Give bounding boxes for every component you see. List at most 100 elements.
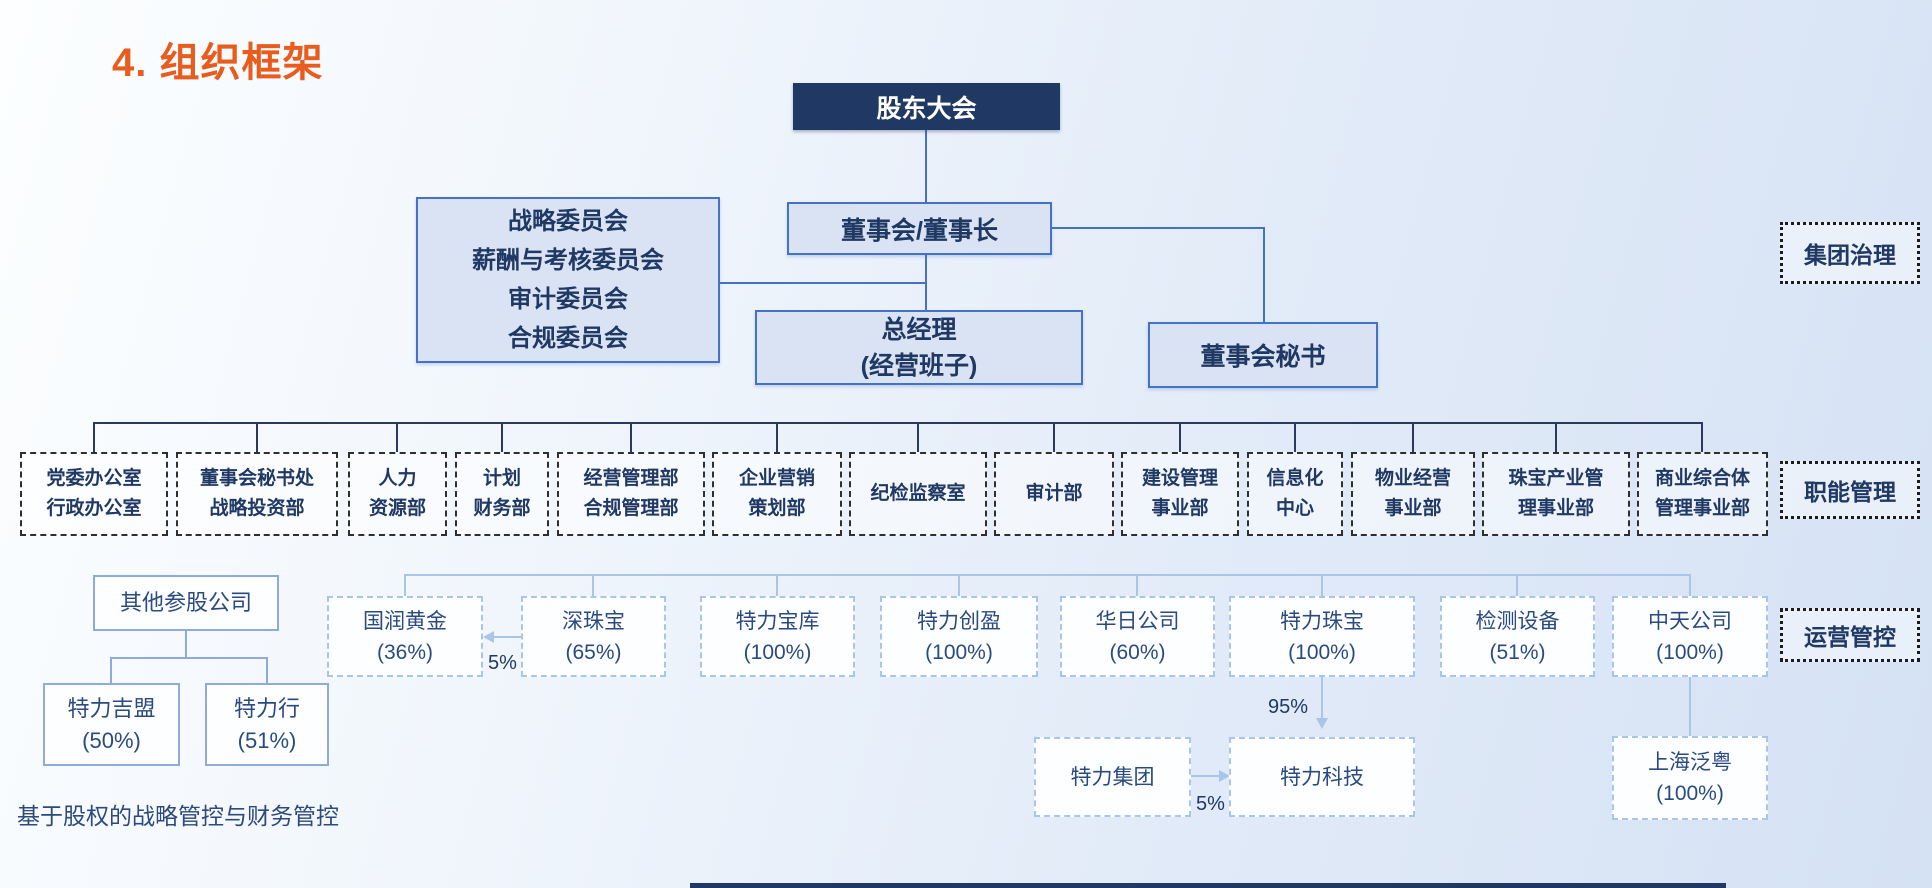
company-teli-baoku: 特力宝库 (100%) xyxy=(700,596,855,677)
company-share: (51%) xyxy=(237,727,297,753)
dept-planning-finance: 计划 财务部 xyxy=(455,452,549,536)
bottom-caption: 基于股权的战略管控与财务管控 xyxy=(17,803,339,829)
company-zhongtian: 中天公司 (100%) xyxy=(1612,596,1768,677)
dept-line: 纪检监察室 xyxy=(870,483,966,504)
functional-drop xyxy=(776,422,778,452)
side-label-group-governance: 集团治理 xyxy=(1780,222,1920,284)
company-teli-group: 特力集团 xyxy=(1034,737,1191,817)
company-testing-equipment: 检测设备 (51%) xyxy=(1440,596,1595,677)
dept-line: 策划部 xyxy=(748,498,806,519)
committee-label: 审计委员会 xyxy=(508,286,628,313)
committee-label: 合规委员会 xyxy=(508,325,628,352)
arrow-head-left-icon xyxy=(483,631,494,643)
node-board-chairman: 董事会/董事长 xyxy=(787,202,1052,255)
connector-shareholders-board xyxy=(925,130,927,202)
arrow-head-right-icon xyxy=(1219,770,1230,782)
functional-drop xyxy=(1179,422,1181,452)
node-label: 总经理 xyxy=(881,315,957,344)
operations-drop xyxy=(1689,574,1691,596)
company-share: (36%) xyxy=(376,640,434,664)
dept-commercial-complex: 商业综合体 管理事业部 xyxy=(1637,452,1768,536)
operations-drop xyxy=(958,574,960,596)
company-teli-zhubao: 特力珠宝 (100%) xyxy=(1229,596,1415,677)
committee-label: 战略委员会 xyxy=(508,208,628,235)
company-huari: 华日公司 (60%) xyxy=(1060,596,1215,677)
company-name: 特力行 xyxy=(233,695,300,721)
dept-property-operations: 物业经营 事业部 xyxy=(1351,452,1475,536)
company-name: 上海泛粤 xyxy=(1648,751,1732,774)
dept-jewelry-industry: 珠宝产业管 理事业部 xyxy=(1482,452,1630,536)
dept-line: 审计部 xyxy=(1025,483,1083,504)
functional-drop xyxy=(256,422,258,452)
company-share: (100%) xyxy=(743,640,812,664)
arrow-line-zhubao-tech xyxy=(1321,677,1323,720)
dept-line: 事业部 xyxy=(1384,498,1442,519)
dept-line: 行政办公室 xyxy=(46,498,142,519)
dept-party-admin-office: 党委办公室行政办公室 xyxy=(20,452,168,536)
dept-line: 企业营销 xyxy=(738,468,815,489)
holdings-connector-v xyxy=(185,631,187,658)
pct-label-guorun: 5% xyxy=(488,652,517,674)
functional-drop xyxy=(93,422,95,452)
company-share: (65%) xyxy=(565,640,622,664)
node-other-holdings: 其他参股公司 xyxy=(93,575,279,631)
dept-line: 物业经营 xyxy=(1374,468,1451,489)
connector-board-secretary-h xyxy=(1052,227,1265,229)
connector-board-secretary-v xyxy=(1263,227,1265,322)
connector-zhongtian-shanghai xyxy=(1689,677,1691,736)
functional-drop xyxy=(1294,422,1296,452)
dept-line: 党委办公室 xyxy=(46,468,142,489)
node-committees: 战略委员会 薪酬与考核委员会 审计委员会 合规委员会 xyxy=(416,197,720,363)
side-label-functional-management: 职能管理 xyxy=(1780,461,1920,519)
company-share: (100%) xyxy=(1288,640,1356,664)
company-shanghai-fanyue: 上海泛粤 (100%) xyxy=(1612,736,1768,820)
node-label: (经营班子) xyxy=(860,351,978,380)
dept-line: 中心 xyxy=(1275,498,1314,519)
arrow-line-group-tech xyxy=(1191,775,1221,777)
dept-line: 经营管理部 xyxy=(583,468,679,489)
operations-drop xyxy=(776,574,778,596)
node-shareholders-meeting: 股东大会 xyxy=(793,83,1060,130)
node-label: 其他参股公司 xyxy=(119,590,252,615)
dept-audit: 审计部 xyxy=(994,452,1114,536)
connector-committees xyxy=(720,282,927,284)
side-label-text: 运营管控 xyxy=(1804,624,1896,650)
functional-drop xyxy=(630,422,632,452)
operations-drop xyxy=(1136,574,1138,596)
company-share: (51%) xyxy=(1489,640,1546,664)
committee-label: 薪酬与考核委员会 xyxy=(472,247,664,274)
company-name: 国润黄金 xyxy=(363,609,447,633)
dept-line: 董事会秘书处 xyxy=(199,468,314,489)
functional-drop xyxy=(1053,422,1055,452)
dept-line: 建设管理 xyxy=(1141,468,1218,489)
node-board-secretary: 董事会秘书 xyxy=(1148,322,1378,388)
side-label-text: 集团治理 xyxy=(1804,242,1896,268)
company-name: 深珠宝 xyxy=(562,609,625,633)
company-name: 特力吉盟 xyxy=(67,695,156,721)
side-label-text: 职能管理 xyxy=(1804,479,1896,505)
dept-line: 财务部 xyxy=(473,498,531,519)
company-share: (50%) xyxy=(82,727,141,753)
company-teli-hang: 特力行 (51%) xyxy=(205,683,329,766)
dept-information-center: 信息化 中心 xyxy=(1247,452,1343,536)
dept-line: 理事业部 xyxy=(1517,498,1594,519)
side-label-operations-control: 运营管控 xyxy=(1780,608,1920,662)
node-label: 股东大会 xyxy=(876,94,977,123)
company-name: 检测设备 xyxy=(1475,609,1560,633)
node-general-manager: 总经理 (经营班子) xyxy=(755,310,1083,385)
dept-line: 商业综合体 xyxy=(1654,468,1750,489)
dept-line: 合规管理部 xyxy=(583,498,679,519)
holdings-connector-drop xyxy=(266,657,268,683)
functional-drop xyxy=(396,422,398,452)
company-name: 特力集团 xyxy=(1070,765,1155,789)
dept-marketing-planning: 企业营销 策划部 xyxy=(712,452,842,536)
company-name: 特力创盈 xyxy=(917,609,1001,633)
company-share: (60%) xyxy=(1109,640,1166,664)
company-name: 特力宝库 xyxy=(735,609,820,633)
company-name: 中天公司 xyxy=(1648,609,1732,633)
pct-label-5: 5% xyxy=(1196,793,1225,815)
dept-line: 战略投资部 xyxy=(209,498,305,519)
dept-line: 珠宝产业管 xyxy=(1508,468,1604,489)
holdings-connector-drop xyxy=(110,657,112,683)
